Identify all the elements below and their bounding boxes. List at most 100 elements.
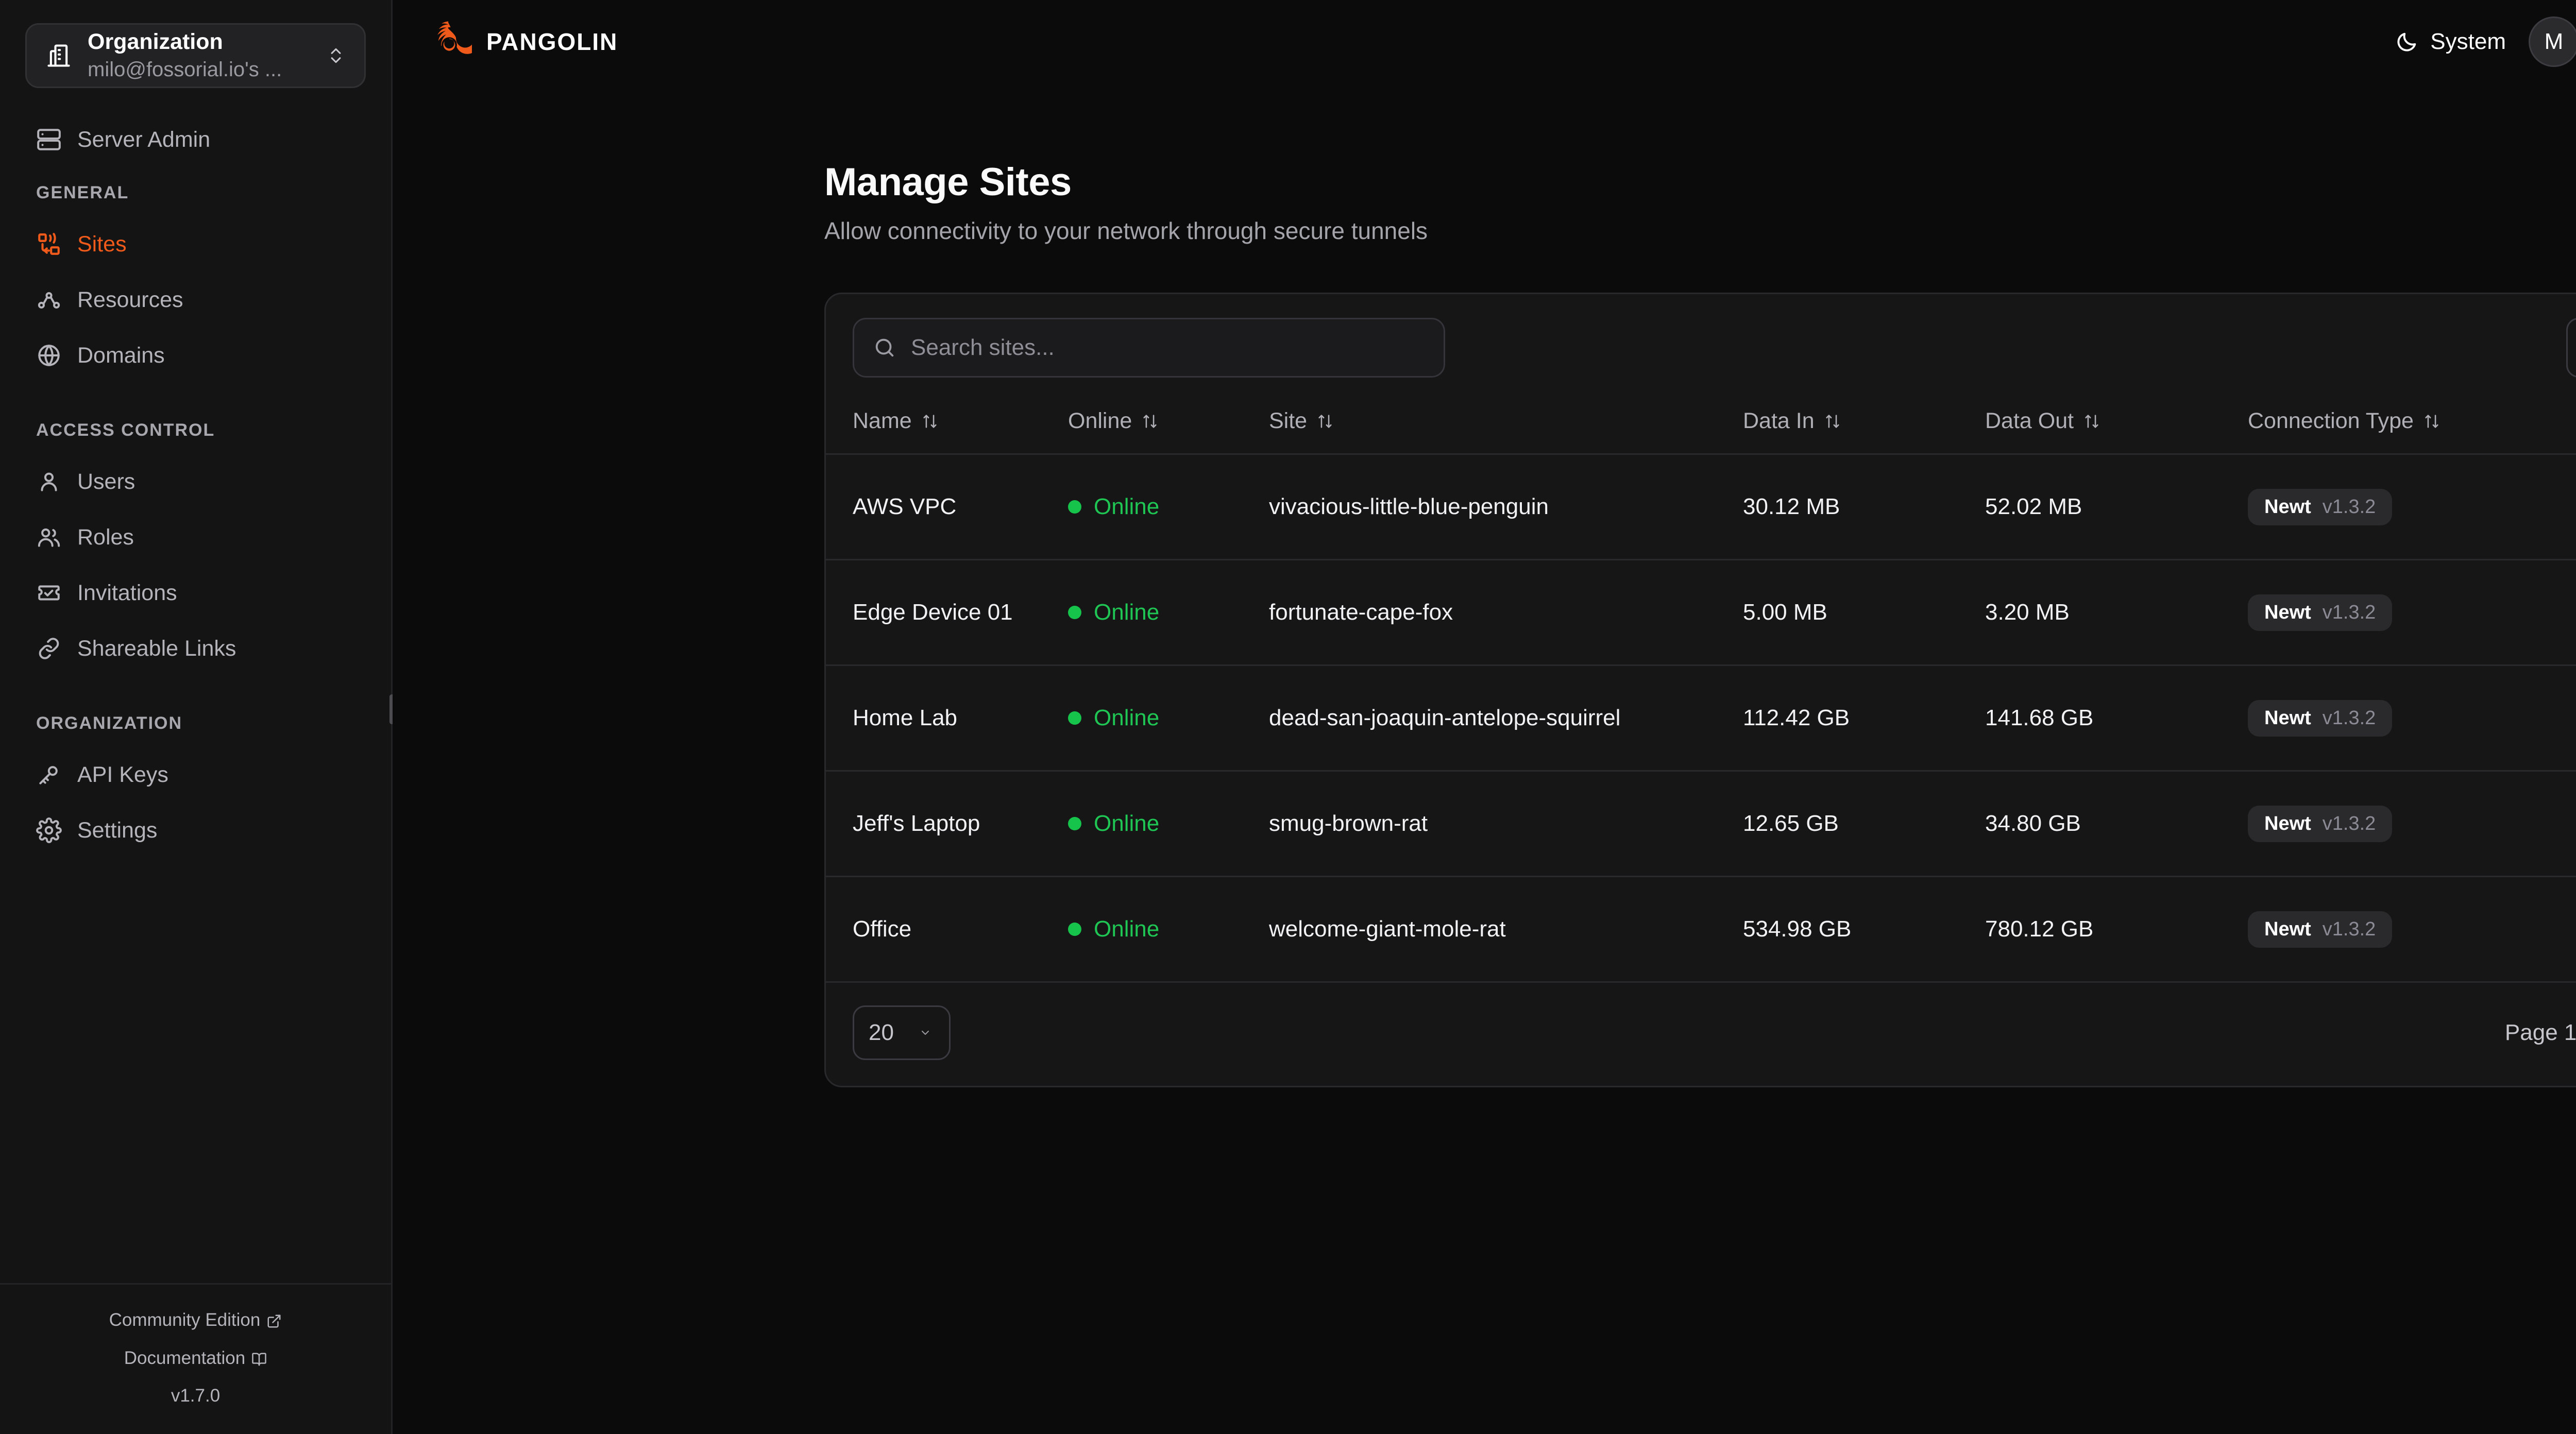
connection-badge: Newt v1.3.2 [2248, 911, 2393, 948]
brand[interactable]: PANGOLIN [427, 19, 618, 64]
documentation-link[interactable]: Documentation [0, 1347, 391, 1369]
server-icon [36, 127, 62, 152]
main-content: PANGOLIN System M Manage Sites Allow [393, 0, 2576, 1434]
brand-wordmark: PANGOLIN [486, 28, 618, 55]
status-badge: Online [1094, 811, 1160, 836]
cell-data-out: 3.20 MB [1985, 559, 2248, 665]
cell-name: Home Lab [826, 664, 1068, 771]
chevrons-up-down-icon [326, 43, 346, 68]
cell-data-in: 30.12 MB [1743, 453, 1985, 560]
network-nodes-icon [36, 287, 62, 313]
sidebar-item-roles[interactable]: Roles [0, 509, 391, 565]
user-icon [36, 469, 62, 494]
connection-name: Newt [2264, 601, 2311, 623]
nav-group-general-label: GENERAL [36, 183, 129, 202]
connection-version: v1.3.2 [2322, 918, 2376, 940]
cell-online: Online [1068, 664, 1269, 771]
cell-data-in: 5.00 MB [1743, 559, 1985, 665]
col-header-data-out[interactable]: Data Out [1985, 398, 2248, 454]
connection-name: Newt [2264, 918, 2311, 940]
search-box[interactable] [853, 318, 1445, 378]
sidebar-item-shareable-links[interactable]: Shareable Links [0, 621, 391, 676]
search-input[interactable] [911, 335, 1425, 361]
sort-icon [2423, 412, 2441, 431]
nav-group-organization-label: ORGANIZATION [36, 713, 183, 733]
col-header-label: Connection Type [2248, 408, 2414, 433]
sidebar-item-resources[interactable]: Resources [0, 272, 391, 328]
cell-online: Online [1068, 876, 1269, 981]
status-dot-icon [1068, 923, 1081, 936]
sidebar-item-server-admin[interactable]: Server Admin [0, 112, 391, 167]
external-link-icon [266, 1312, 282, 1328]
cell-data-in: 112.42 GB [1743, 664, 1985, 771]
status-dot-icon [1068, 711, 1081, 725]
connection-badge: Newt v1.3.2 [2248, 805, 2393, 842]
cell-online: Online [1068, 770, 1269, 877]
sidebar-item-label: Settings [77, 817, 158, 843]
sites-table-body: AWS VPC Online vivacious-little-blue-pen… [826, 453, 2576, 981]
book-icon [251, 1351, 267, 1366]
sidebar-item-domains[interactable]: Domains [0, 328, 391, 383]
table-row[interactable]: Home Lab Online dead-san-joaquin-antelop… [826, 664, 2576, 771]
col-header-label: Data Out [1985, 408, 2074, 433]
cell-name: AWS VPC [826, 453, 1068, 560]
sidebar-item-label: API Keys [77, 762, 168, 787]
sort-icon [1824, 412, 1841, 431]
status-dot-icon [1068, 500, 1081, 514]
cell-site: dead-san-joaquin-antelope-squirrel [1269, 664, 1743, 771]
users-icon [36, 524, 62, 550]
sidebar-resize-handle[interactable] [389, 694, 394, 724]
table-row[interactable]: Edge Device 01 Online fortunate-cape-fox… [826, 559, 2576, 665]
sidebar: Organization milo@fossorial.io's ... Ser… [0, 0, 394, 1434]
chevron-down-icon [916, 1027, 935, 1039]
org-switcher[interactable]: Organization milo@fossorial.io's ... [25, 23, 366, 88]
pangolin-logo [427, 19, 478, 64]
community-edition-label: Community Edition [109, 1310, 261, 1330]
cell-data-out: 34.80 GB [1985, 770, 2248, 877]
col-header-online[interactable]: Online [1068, 398, 1269, 454]
sidebar-item-label: Sites [77, 231, 127, 257]
sites-table: Name Online [826, 398, 2576, 981]
refresh-button[interactable]: Refresh [2566, 318, 2576, 378]
rows-per-page-select[interactable]: 20 [853, 1005, 951, 1060]
status-badge: Online [1094, 494, 1160, 519]
cell-site: fortunate-cape-fox [1269, 559, 1743, 665]
sites-icon [36, 231, 62, 257]
sidebar-item-sites[interactable]: Sites [0, 216, 391, 272]
sidebar-item-settings[interactable]: Settings [0, 803, 391, 858]
sidebar-item-users[interactable]: Users [0, 454, 391, 509]
cell-connection-type: Newt v1.3.2 [2248, 559, 2576, 665]
col-header-connection-type[interactable]: Connection Type [2248, 398, 2576, 454]
col-header-label: Online [1068, 408, 1132, 433]
key-icon [36, 762, 62, 788]
theme-toggle[interactable]: System [2395, 29, 2506, 55]
sidebar-item-invitations[interactable]: Invitations [0, 565, 391, 621]
table-row[interactable]: AWS VPC Online vivacious-little-blue-pen… [826, 453, 2576, 560]
sidebar-item-api-keys[interactable]: API Keys [0, 747, 391, 803]
connection-badge: Newt v1.3.2 [2248, 488, 2393, 525]
connection-name: Newt [2264, 707, 2311, 729]
col-header-data-in[interactable]: Data In [1743, 398, 1985, 454]
cell-connection-type: Newt v1.3.2 [2248, 770, 2576, 877]
status-dot-icon [1068, 817, 1081, 830]
col-header-name[interactable]: Name [826, 398, 1068, 454]
ticket-check-icon [36, 580, 62, 606]
card-toolbar: Refresh Add Site [826, 294, 2576, 398]
toolbar-actions: Refresh Add Site [2566, 318, 2576, 378]
cell-data-out: 780.12 GB [1985, 876, 2248, 981]
col-header-site[interactable]: Site [1269, 398, 1743, 454]
community-edition-link[interactable]: Community Edition [0, 1309, 391, 1331]
cell-name: Office [826, 876, 1068, 981]
pager: Page 1 of 1 [2505, 1005, 2576, 1060]
cell-connection-type: Newt v1.3.2 [2248, 664, 2576, 771]
page-subtitle: Allow connectivity to your network throu… [824, 217, 1428, 244]
sidebar-item-label: Server Admin [77, 127, 211, 152]
status-badge: Online [1094, 705, 1160, 730]
table-row[interactable]: Jeff's Laptop Online smug-brown-rat 12.6… [826, 770, 2576, 877]
sidebar-item-label: Invitations [77, 580, 177, 605]
cell-name: Edge Device 01 [826, 559, 1068, 665]
avatar[interactable]: M [2529, 16, 2576, 67]
status-badge: Online [1094, 600, 1160, 625]
table-row[interactable]: Office Online welcome-giant-mole-rat 534… [826, 876, 2576, 981]
